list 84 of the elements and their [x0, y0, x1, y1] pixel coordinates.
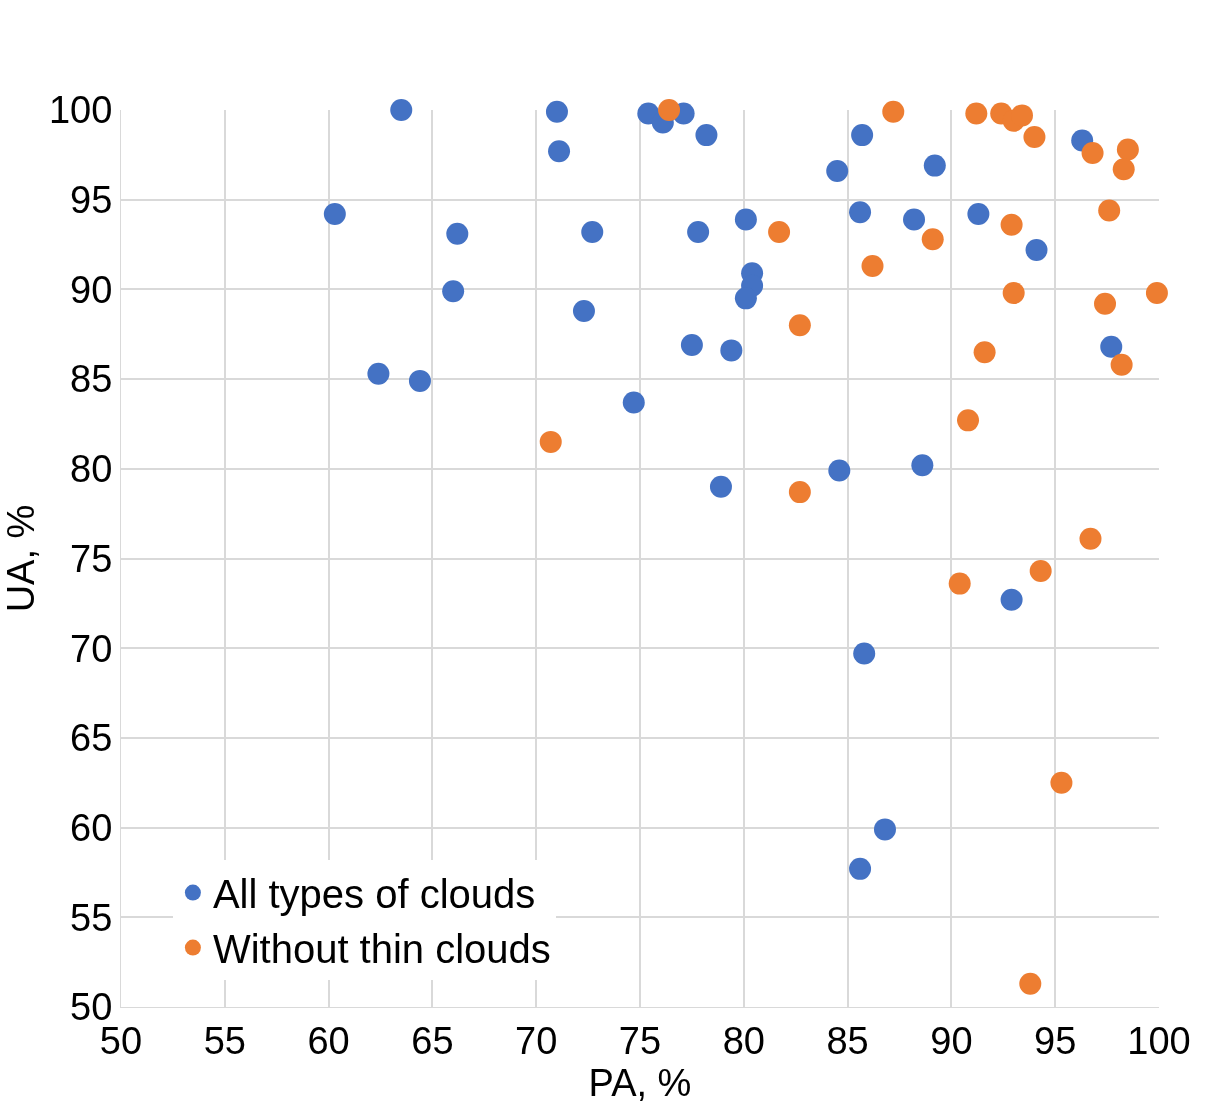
point: [1100, 335, 1123, 358]
x-tick-label: 70: [515, 1019, 558, 1062]
legend-label: Without thin clouds: [212, 927, 551, 972]
x-tick-label: 85: [826, 1019, 869, 1062]
point: [1002, 281, 1025, 304]
point: [687, 220, 710, 243]
point: [911, 454, 934, 477]
point: [1098, 199, 1121, 222]
y-axis-title: UA, %: [0, 504, 42, 613]
point: [1000, 588, 1023, 611]
point: [539, 430, 562, 453]
y-tick-label: 60: [70, 806, 113, 849]
point: [1116, 138, 1139, 161]
y-tick-label: 85: [70, 358, 113, 401]
point: [1025, 238, 1048, 261]
x-tick-label: 90: [930, 1019, 973, 1062]
point: [446, 222, 469, 245]
point: [408, 369, 431, 392]
point: [323, 203, 346, 226]
x-tick-label: 50: [99, 1019, 143, 1062]
point: [957, 409, 980, 432]
point: [853, 642, 876, 665]
point: [581, 220, 604, 243]
point: [1145, 281, 1168, 304]
point: [1019, 972, 1042, 995]
point: [768, 220, 791, 243]
point: [788, 314, 811, 337]
point: [622, 391, 645, 414]
point: [921, 228, 944, 251]
point: [861, 255, 884, 278]
y-tick-label: 55: [70, 896, 113, 939]
point: [828, 459, 851, 482]
point: [849, 201, 872, 224]
point: [680, 334, 703, 356]
point: [1110, 353, 1133, 376]
y-tick-label: 75: [70, 537, 113, 580]
point: [572, 299, 595, 322]
point: [849, 857, 872, 880]
point: [788, 481, 811, 504]
point: [367, 362, 390, 385]
y-tick-label: 100: [48, 89, 113, 132]
point: [1079, 527, 1102, 550]
point: [734, 208, 757, 231]
y-tick-label: 90: [70, 268, 113, 311]
point: [965, 102, 988, 125]
point: [903, 208, 926, 231]
point: [973, 341, 996, 364]
legend-label: All types of clouds: [212, 872, 536, 917]
point: [873, 818, 896, 841]
point: [882, 100, 905, 123]
x-tick-label: 55: [203, 1019, 246, 1062]
point: [720, 339, 743, 362]
point: [709, 475, 732, 498]
point: [442, 280, 465, 303]
x-tick-label: 75: [618, 1019, 662, 1062]
point: [548, 140, 571, 163]
y-tick-label: 95: [70, 179, 113, 221]
point: [923, 154, 946, 177]
point: [967, 203, 990, 226]
point: [1094, 292, 1117, 315]
point: [1010, 104, 1033, 127]
point: [1081, 142, 1104, 165]
x-axis-title: PA, %: [588, 1061, 692, 1104]
point: [1029, 560, 1052, 583]
x-tick-label: 80: [722, 1019, 765, 1062]
point: [851, 124, 874, 147]
y-tick-label: 65: [70, 717, 113, 760]
point: [545, 100, 568, 123]
y-tick-label: 80: [70, 448, 113, 491]
point: [948, 572, 971, 595]
point: [1050, 771, 1073, 794]
point: [826, 160, 849, 182]
point: [658, 99, 681, 121]
y-tick-label: 70: [70, 627, 113, 670]
point: [695, 124, 718, 147]
x-tick-label: 65: [411, 1019, 454, 1062]
point: [1000, 213, 1023, 236]
point: [1112, 158, 1135, 181]
point: [1023, 125, 1046, 148]
point: [734, 287, 757, 310]
x-tick-label: 95: [1034, 1019, 1077, 1062]
x-tick-label: 60: [307, 1019, 350, 1062]
point: [390, 99, 413, 121]
x-tick-label: 100: [1127, 1019, 1191, 1062]
